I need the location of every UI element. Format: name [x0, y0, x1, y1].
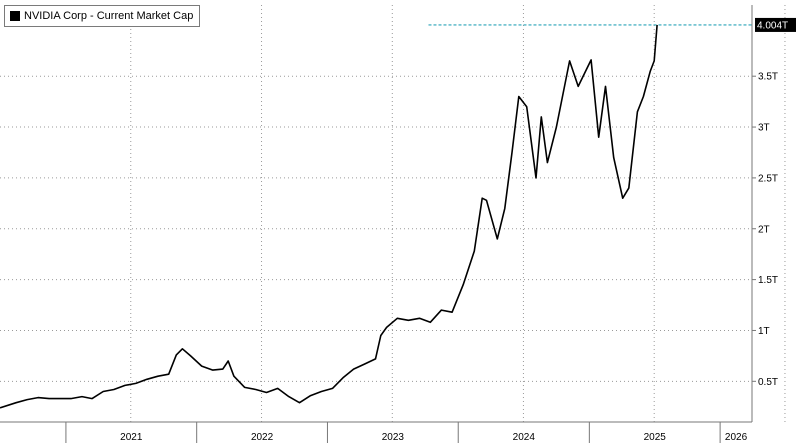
y-tick-label: 1T — [758, 326, 770, 337]
x-tick-label: 2023 — [382, 432, 405, 443]
market-cap-series-line — [0, 24, 658, 409]
y-tick-label: 2.5T — [758, 173, 778, 184]
legend-swatch — [10, 11, 20, 21]
axes: 0.5T 1T 1.5T 2T 2.5T 3T 3.5T 2021 2022 2023 2024 20… — [0, 5, 796, 443]
y-tick-label: 2T — [758, 224, 770, 235]
y-tick-label: 0.5T — [758, 377, 778, 388]
legend-label: NVIDIA Corp - Current Market Cap — [24, 10, 194, 22]
grid — [0, 5, 786, 422]
last-value-label: 4.004T — [757, 20, 788, 31]
y-tick-label: 1.5T — [758, 275, 778, 286]
last-value-label-box — [755, 17, 796, 32]
x-tick-label: 2026 — [725, 432, 748, 443]
series-layer — [0, 24, 658, 409]
x-tick-label: 2024 — [513, 432, 536, 443]
y-tick-label: 3T — [758, 123, 770, 134]
x-tick-label: 2022 — [251, 432, 274, 443]
x-tick-label: 2021 — [120, 432, 143, 443]
x-tick-label: 2025 — [644, 432, 667, 443]
y-tick-label: 3.5T — [758, 72, 778, 83]
legend: NVIDIA Corp - Current Market Cap — [4, 5, 201, 27]
